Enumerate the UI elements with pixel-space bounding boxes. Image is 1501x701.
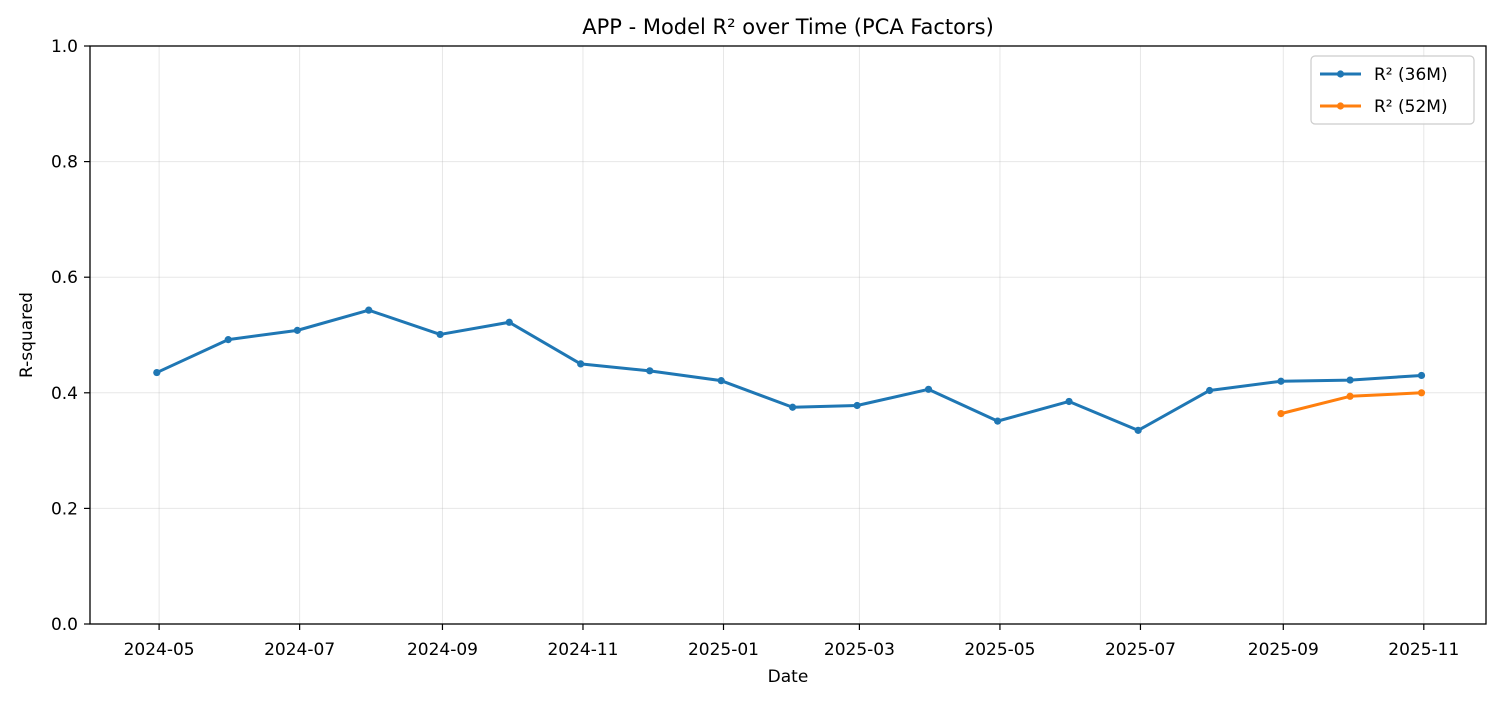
data-point xyxy=(1346,392,1354,400)
legend-swatch-marker xyxy=(1336,102,1345,110)
data-point xyxy=(789,403,797,411)
x-tick-label: 2025-03 xyxy=(824,640,895,660)
x-tick-label: 2024-11 xyxy=(547,640,618,660)
y-tick-label: 1.0 xyxy=(51,37,78,57)
data-point xyxy=(924,385,933,393)
series-1 xyxy=(153,306,1426,434)
data-point xyxy=(646,367,654,375)
data-point xyxy=(1417,389,1426,397)
x-tick-label: 2025-11 xyxy=(1388,640,1459,660)
x-tick-label: 2025-05 xyxy=(964,640,1035,660)
y-tick-label: 0.8 xyxy=(51,153,78,173)
x-tick-label: 2024-05 xyxy=(124,640,195,660)
x-tick-label: 2025-07 xyxy=(1105,640,1176,660)
data-point xyxy=(436,330,444,339)
y-axis-label: R-squared xyxy=(17,292,37,378)
x-tick-label: 2024-09 xyxy=(407,640,478,660)
legend-label: R² (52M) xyxy=(1374,97,1448,117)
data-point xyxy=(1346,376,1354,384)
legend: R² (36M) R² (52M) xyxy=(1310,55,1475,125)
data-point xyxy=(577,360,585,368)
series-2 xyxy=(1277,389,1426,418)
y-tick-label: 0.6 xyxy=(51,268,78,288)
data-point xyxy=(1065,397,1073,406)
series-layer xyxy=(153,306,1426,434)
data-point xyxy=(153,368,161,377)
data-point xyxy=(994,417,1002,425)
y-tick-label: 0.2 xyxy=(51,499,78,519)
data-point xyxy=(1417,371,1426,380)
data-point xyxy=(365,306,373,314)
y-axis-ticks: 0.0 0.2 0.4 0.6 0.8 1.0 xyxy=(51,37,90,635)
x-axis-label: Date xyxy=(768,667,809,687)
y-tick-label: 0.4 xyxy=(51,384,78,404)
x-tick-label: 2025-09 xyxy=(1248,640,1319,660)
x-tick-label: 2024-07 xyxy=(264,640,335,660)
data-point xyxy=(293,326,301,334)
data-point xyxy=(1134,426,1142,434)
legend-item-1: R² (36M) xyxy=(1320,65,1448,85)
plot-area xyxy=(89,45,1487,625)
data-point xyxy=(1277,377,1285,385)
data-point xyxy=(505,318,513,326)
x-axis-ticks: 2024-05 2024-07 2024-09 2024-11 2025-01 2025-… xyxy=(124,624,1459,660)
legend-swatch-marker xyxy=(1336,70,1345,78)
x-tick-label: 2025-01 xyxy=(688,640,759,660)
data-point xyxy=(1277,410,1285,418)
y-tick-label: 0.0 xyxy=(51,615,78,635)
chart-title: APP - Model R² over Time (PCA Factors) xyxy=(582,15,994,39)
plot-frame xyxy=(89,45,1487,625)
legend-label: R² (36M) xyxy=(1374,65,1448,85)
data-point xyxy=(717,377,725,385)
data-point xyxy=(224,336,232,344)
legend-item-2: R² (52M) xyxy=(1320,97,1448,117)
data-point xyxy=(1205,386,1214,395)
data-point xyxy=(853,401,861,410)
